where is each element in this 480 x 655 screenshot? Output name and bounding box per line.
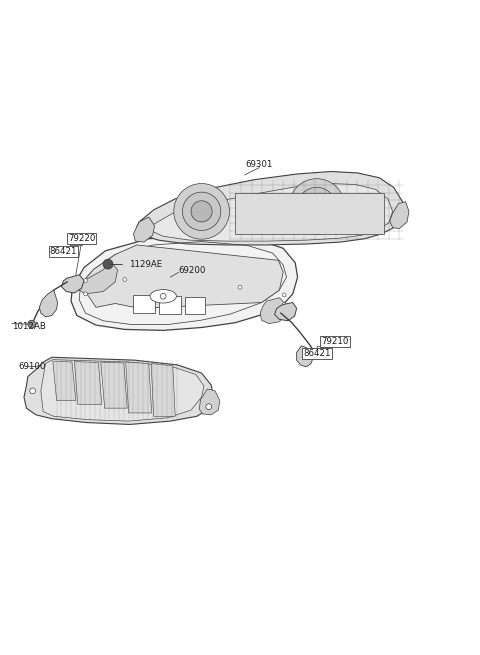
Circle shape — [182, 192, 221, 231]
Circle shape — [282, 293, 286, 297]
Text: 86421: 86421 — [303, 349, 331, 358]
Text: 1012AB: 1012AB — [12, 322, 46, 331]
Circle shape — [123, 278, 127, 282]
Circle shape — [191, 201, 212, 222]
Text: 1129AE: 1129AE — [129, 259, 162, 269]
Bar — [159, 296, 181, 314]
Polygon shape — [126, 362, 152, 413]
Circle shape — [298, 187, 336, 226]
Text: 79210: 79210 — [321, 337, 349, 346]
Polygon shape — [78, 261, 118, 294]
Circle shape — [28, 320, 36, 328]
Bar — [133, 295, 155, 313]
Polygon shape — [152, 183, 393, 241]
Polygon shape — [133, 217, 155, 242]
Circle shape — [103, 259, 113, 269]
Text: 86421: 86421 — [49, 247, 77, 256]
Circle shape — [84, 292, 87, 296]
Polygon shape — [41, 360, 204, 421]
Polygon shape — [390, 202, 409, 229]
Bar — [235, 193, 384, 234]
Circle shape — [306, 196, 327, 217]
Polygon shape — [74, 362, 102, 404]
Text: 69100: 69100 — [18, 362, 46, 371]
Circle shape — [174, 183, 229, 239]
Polygon shape — [61, 274, 84, 293]
Circle shape — [282, 303, 286, 307]
Polygon shape — [260, 298, 287, 324]
Circle shape — [312, 349, 320, 357]
Polygon shape — [297, 346, 313, 367]
Ellipse shape — [150, 290, 177, 303]
Text: 69301: 69301 — [245, 160, 273, 169]
Circle shape — [206, 404, 212, 409]
Polygon shape — [81, 245, 283, 309]
Circle shape — [30, 388, 36, 394]
Circle shape — [289, 179, 345, 234]
Polygon shape — [275, 303, 297, 321]
Polygon shape — [24, 357, 214, 424]
Text: 79220: 79220 — [68, 234, 96, 243]
Text: 69200: 69200 — [179, 267, 206, 275]
Polygon shape — [199, 389, 220, 415]
Polygon shape — [53, 361, 76, 400]
Circle shape — [238, 286, 242, 289]
Polygon shape — [39, 290, 58, 317]
Polygon shape — [151, 364, 175, 417]
Circle shape — [84, 278, 87, 282]
Polygon shape — [137, 172, 403, 245]
Circle shape — [160, 293, 166, 299]
Polygon shape — [71, 235, 298, 330]
Polygon shape — [101, 362, 127, 408]
Bar — [185, 297, 205, 314]
